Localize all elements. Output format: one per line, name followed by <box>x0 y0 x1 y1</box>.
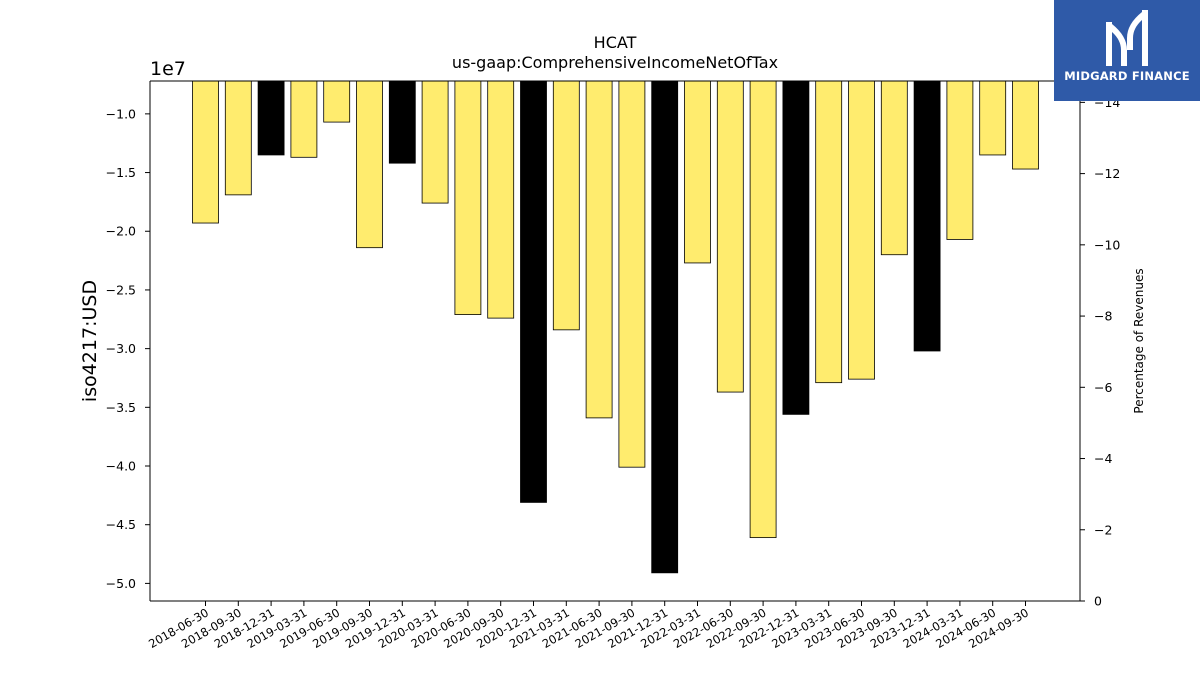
y-tick-label: −4.5 <box>106 517 136 532</box>
bar-2020-03-31 <box>421 80 449 204</box>
y2-tick-label: −10 <box>1094 237 1120 252</box>
bar-2022-06-30 <box>716 80 744 393</box>
y-axis-ticks: −1.0 −1.5 −2.0 −2.5 −3.0 −3.5 −4.0 −4.5 −5.0 <box>106 106 150 591</box>
x-axis-ticks: 2018-06-302018-09-302018-12-312019-03-31… <box>146 601 1031 651</box>
y-tick-label: −2.0 <box>106 224 136 239</box>
y-tick-label: −3.5 <box>106 400 136 415</box>
bar-2018-12-31 <box>257 80 285 156</box>
y2-tick-label: 0 <box>1094 594 1102 609</box>
midgard-logo-icon <box>1106 10 1148 66</box>
bar-2021-03-31 <box>552 80 580 331</box>
bar-2019-03-31 <box>290 80 318 158</box>
chart-title: HCAT <box>594 33 637 52</box>
bar-2019-06-30 <box>323 80 351 123</box>
y2-tick-label: −6 <box>1094 380 1112 395</box>
bar-2021-09-30 <box>618 80 646 468</box>
y2-tick-label: −4 <box>1094 451 1112 466</box>
bar-2019-09-30 <box>356 80 383 249</box>
bar-2020-12-31 <box>520 80 547 503</box>
bar-2022-12-31 <box>782 80 810 415</box>
y2-tick-label: −2 <box>1094 522 1112 537</box>
y-tick-label: −1.5 <box>106 165 136 180</box>
y2-tick-label: −8 <box>1094 309 1112 324</box>
bar-2023-09-30 <box>880 80 908 256</box>
y-tick-label: −3.0 <box>106 341 136 356</box>
y2-tick-label: −12 <box>1094 166 1120 181</box>
brand-name: MIDGARD FINANCE <box>1064 69 1190 83</box>
y-axis-label: iso4217:USD <box>79 280 101 402</box>
bar-2024-03-31 <box>946 80 974 240</box>
bar-2024-09-30 <box>1012 80 1039 170</box>
bar-2021-06-30 <box>585 80 613 419</box>
bars-group <box>192 80 1039 574</box>
bar-2023-06-30 <box>848 80 875 380</box>
y-tick-label: −4.0 <box>106 459 136 474</box>
y-offset-label: 1e7 <box>150 58 186 80</box>
bar-2024-06-30 <box>979 80 1007 156</box>
bar-2023-12-31 <box>913 80 941 352</box>
y2-axis-ticks: 0−2−4−6−8−10−12−14 <box>1080 95 1120 609</box>
y-tick-label: −1.0 <box>106 106 136 121</box>
bar-2018-09-30 <box>224 80 252 196</box>
bar-2018-06-30 <box>192 80 219 224</box>
bar-2019-12-31 <box>388 80 416 164</box>
y2-axis-label: Percentage of Revenues <box>1132 268 1146 413</box>
chart-subtitle: us-gaap:ComprehensiveIncomeNetOfTax <box>452 53 778 72</box>
bar-2020-09-30 <box>487 80 515 319</box>
brand-logo: MIDGARD FINANCE <box>1054 0 1200 101</box>
bar-2021-12-31 <box>651 80 679 574</box>
y-tick-label: −2.5 <box>106 282 136 297</box>
bar-2023-03-31 <box>815 80 843 384</box>
bar-2022-03-31 <box>684 80 711 264</box>
bar-2020-06-30 <box>454 80 482 315</box>
bar-2022-09-30 <box>749 80 777 539</box>
y-tick-label: −5.0 <box>106 576 136 591</box>
